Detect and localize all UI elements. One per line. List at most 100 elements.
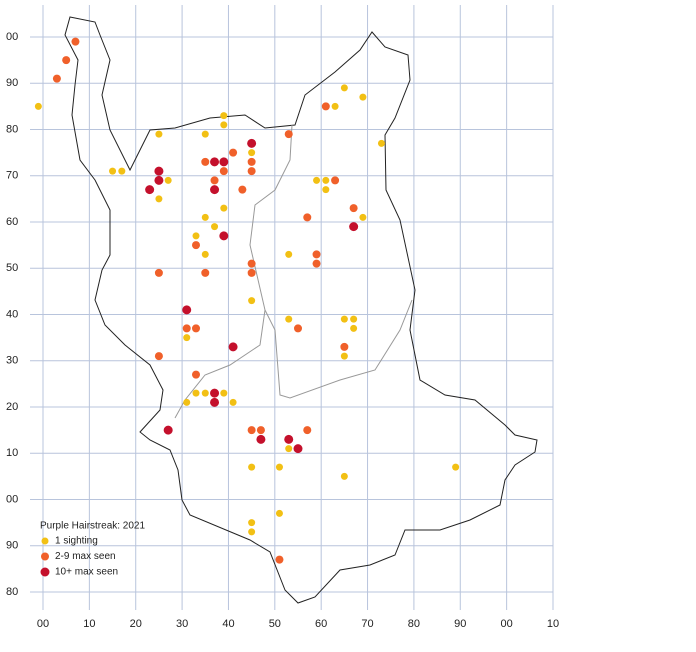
record-dot [154, 166, 164, 176]
record-dot [247, 157, 256, 166]
record-dot [201, 213, 209, 221]
record-dot [182, 324, 191, 333]
x-tick-label: 80 [408, 618, 420, 630]
y-tick-label: 80 [6, 123, 18, 135]
record-dot [285, 315, 293, 323]
legend-title: Purple Hairstreak: 2021 [40, 521, 145, 532]
x-tick-label: 20 [130, 618, 142, 630]
x-tick-label: 10 [83, 618, 95, 630]
record-dot [340, 315, 348, 323]
record-dot [164, 176, 172, 184]
record-dot [183, 398, 191, 406]
record-dot [452, 463, 460, 471]
record-dot [210, 157, 220, 167]
y-tick-label: 70 [6, 170, 18, 182]
record-dot [183, 334, 191, 342]
record-dot [210, 176, 219, 185]
record-dot [321, 102, 330, 111]
district-boundary [264, 299, 413, 399]
record-dot [52, 74, 61, 83]
record-dot [303, 213, 312, 222]
legend-swatch [41, 537, 49, 545]
record-dot [293, 444, 303, 454]
record-dot [350, 315, 358, 323]
record-dot [154, 268, 163, 277]
record-dot [256, 434, 266, 444]
y-tick-label: 60 [6, 216, 18, 228]
record-dot [192, 324, 200, 333]
record-dot [228, 342, 238, 352]
record-dot [322, 186, 330, 194]
record-dot [312, 259, 321, 268]
legend-label: 10+ max seen [55, 567, 118, 578]
y-tick-label: 00 [6, 493, 18, 505]
x-tick-label: 40 [222, 618, 234, 630]
record-dot [211, 223, 219, 231]
legend-label: 1 sighting [55, 536, 98, 547]
record-dot [303, 426, 312, 435]
record-dot [71, 37, 80, 46]
record-dot [118, 167, 126, 175]
x-tick-label: 00 [501, 618, 513, 630]
record-dot [275, 555, 284, 564]
y-tick-label: 40 [6, 308, 18, 320]
record-dot [294, 324, 302, 333]
record-dot [109, 167, 117, 175]
record-dot [340, 472, 348, 480]
record-dot [377, 139, 385, 147]
legend-swatch [40, 567, 50, 577]
record-dot [349, 204, 358, 213]
record-dot [210, 388, 220, 398]
record-dot [192, 370, 200, 379]
record-dot [154, 352, 163, 361]
record-dot [62, 56, 71, 65]
record-dot [275, 463, 283, 471]
record-dot [340, 342, 349, 351]
record-dot [312, 250, 321, 259]
record-dot [201, 250, 209, 258]
x-tick-label: 10 [547, 618, 559, 630]
record-dot [340, 84, 348, 92]
record-dot [248, 463, 256, 471]
record-dot [155, 130, 163, 138]
record-dot [154, 175, 164, 185]
record-dot [34, 102, 42, 110]
record-dot [247, 138, 257, 148]
record-dot [145, 185, 155, 195]
record-dot [350, 324, 358, 332]
x-tick-label: 50 [269, 618, 281, 630]
y-tick-label: 80 [6, 586, 18, 598]
legend-label: 2-9 max seen [55, 551, 116, 562]
y-tick-label: 90 [6, 540, 18, 552]
record-dot [238, 185, 247, 194]
record-dot [220, 389, 228, 397]
record-dot [256, 426, 265, 435]
record-dot [163, 425, 173, 435]
record-dot [210, 185, 220, 195]
record-dot [247, 259, 256, 268]
x-tick-label: 60 [315, 618, 327, 630]
record-dot [331, 176, 340, 185]
dots [34, 37, 460, 564]
record-dot [331, 102, 339, 110]
y-tick-label: 50 [6, 262, 18, 274]
county-boundary [64, 16, 538, 604]
record-dot [219, 231, 229, 241]
record-dot [192, 389, 200, 397]
record-dot [220, 112, 228, 120]
record-dot [201, 389, 209, 397]
record-dot [247, 268, 256, 277]
record-dot [285, 445, 293, 453]
record-dot [229, 398, 237, 406]
record-dot [201, 130, 209, 138]
record-dot [284, 130, 293, 139]
record-dot [313, 176, 321, 184]
record-dot [210, 397, 220, 407]
record-dot [219, 157, 229, 167]
x-tick-label: 00 [37, 618, 49, 630]
record-dot [248, 519, 256, 527]
y-tick-label: 30 [6, 355, 18, 367]
x-tick-label: 90 [454, 618, 466, 630]
record-dot [155, 195, 163, 203]
